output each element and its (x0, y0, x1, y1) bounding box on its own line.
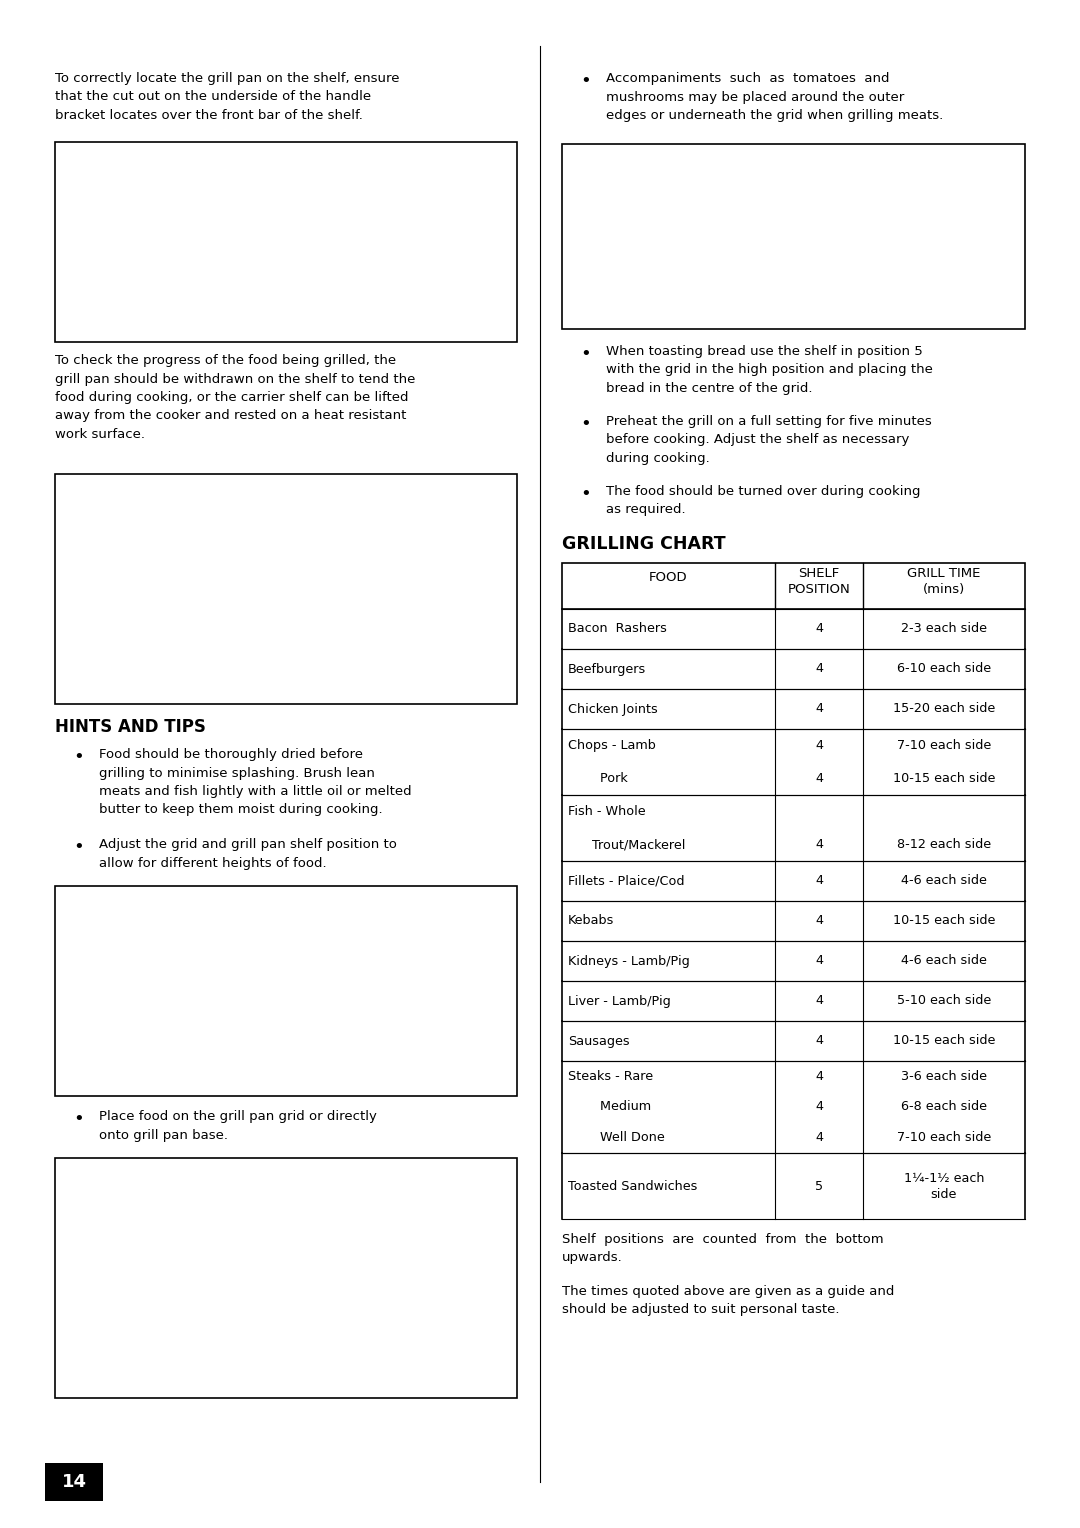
Bar (562, 562, 1025, 610)
Text: •: • (580, 345, 591, 364)
Text: •: • (73, 837, 84, 856)
Text: 4: 4 (815, 1131, 823, 1144)
Text: •: • (580, 484, 591, 503)
Text: 10-15 each side: 10-15 each side (893, 914, 995, 927)
Text: To correctly locate the grill pan on the shelf, ensure
that the cut out on the u: To correctly locate the grill pan on the… (55, 72, 400, 122)
Bar (55, 886, 517, 1096)
Bar (55, 142, 517, 342)
Text: To check the progress of the food being grilled, the
grill pan should be withdra: To check the progress of the food being … (55, 354, 416, 442)
Text: Steaks - Rare: Steaks - Rare (568, 1070, 653, 1083)
Text: 5: 5 (815, 1180, 823, 1192)
Text: •: • (73, 1109, 84, 1128)
Text: •: • (580, 72, 591, 90)
Text: 2-3 each side: 2-3 each side (901, 622, 987, 636)
Text: Trout/Mackerel: Trout/Mackerel (568, 837, 686, 851)
Text: 4-6 each side: 4-6 each side (901, 874, 987, 888)
Text: •: • (73, 749, 84, 766)
Bar (55, 1158, 517, 1398)
Text: 14: 14 (62, 1473, 86, 1491)
Text: 4: 4 (815, 874, 823, 888)
Text: 1¼-1½ each
side: 1¼-1½ each side (904, 1172, 984, 1201)
Bar (45, 1462, 103, 1500)
Text: 10-15 each side: 10-15 each side (893, 772, 995, 785)
Text: 4: 4 (815, 1100, 823, 1114)
Bar (55, 474, 517, 704)
Text: Shelf  positions  are  counted  from  the  bottom
upwards.: Shelf positions are counted from the bot… (562, 1233, 883, 1265)
Text: 3-6 each side: 3-6 each side (901, 1070, 987, 1083)
Text: Kebabs: Kebabs (568, 914, 615, 927)
Text: 4: 4 (815, 663, 823, 675)
Text: Kidneys - Lamb/Pig: Kidneys - Lamb/Pig (568, 955, 690, 967)
Text: 4: 4 (815, 1034, 823, 1048)
Text: 4: 4 (815, 772, 823, 785)
Text: 4: 4 (815, 955, 823, 967)
Text: SHELF
POSITION: SHELF POSITION (787, 567, 850, 596)
Text: Toasted Sandwiches: Toasted Sandwiches (568, 1180, 698, 1192)
Text: Sausages: Sausages (568, 1034, 630, 1048)
Text: 4: 4 (815, 837, 823, 851)
Text: Food should be thoroughly dried before
grilling to minimise splashing. Brush lea: Food should be thoroughly dried before g… (99, 749, 411, 816)
Text: Accompaniments  such  as  tomatoes  and
mushrooms may be placed around the outer: Accompaniments such as tomatoes and mush… (606, 72, 943, 122)
Text: Beefburgers: Beefburgers (568, 663, 646, 675)
Text: 6-8 each side: 6-8 each side (901, 1100, 987, 1114)
Text: Pork: Pork (568, 772, 627, 785)
Text: 8-12 each side: 8-12 each side (896, 837, 991, 851)
Text: 4: 4 (815, 622, 823, 636)
Text: Chicken Joints: Chicken Joints (568, 703, 658, 715)
Text: 6-10 each side: 6-10 each side (896, 663, 991, 675)
Text: 4: 4 (815, 995, 823, 1007)
Text: 7-10 each side: 7-10 each side (896, 1131, 991, 1144)
Text: Chops - Lamb: Chops - Lamb (568, 740, 656, 752)
Text: The food should be turned over during cooking
as required.: The food should be turned over during co… (606, 484, 920, 516)
Text: When toasting bread use the shelf in position 5
with the grid in the high positi: When toasting bread use the shelf in pos… (606, 345, 933, 396)
Text: Medium: Medium (568, 1100, 651, 1114)
Text: The times quoted above are given as a guide and
should be adjusted to suit perso: The times quoted above are given as a gu… (562, 1285, 894, 1317)
Text: Well Done: Well Done (568, 1131, 665, 1144)
Text: HINTS AND TIPS: HINTS AND TIPS (55, 718, 206, 736)
Text: 4: 4 (815, 1070, 823, 1083)
Text: •: • (580, 416, 591, 432)
Text: Fillets - Plaice/Cod: Fillets - Plaice/Cod (568, 874, 685, 888)
Text: Adjust the grid and grill pan shelf position to
allow for different heights of f: Adjust the grid and grill pan shelf posi… (99, 837, 396, 869)
Text: GRILL TIME
(mins): GRILL TIME (mins) (907, 567, 981, 596)
Text: Place food on the grill pan grid or directly
onto grill pan base.: Place food on the grill pan grid or dire… (99, 1109, 377, 1141)
Text: Fish - Whole: Fish - Whole (568, 805, 646, 817)
Text: 4: 4 (815, 914, 823, 927)
Text: GRILLING CHART: GRILLING CHART (562, 535, 726, 553)
Text: 5-10 each side: 5-10 each side (896, 995, 991, 1007)
Text: Liver - Lamb/Pig: Liver - Lamb/Pig (568, 995, 671, 1007)
Text: 4-6 each side: 4-6 each side (901, 955, 987, 967)
Text: Bacon  Rashers: Bacon Rashers (568, 622, 666, 636)
Text: 4: 4 (815, 740, 823, 752)
Text: 7-10 each side: 7-10 each side (896, 740, 991, 752)
Text: 4: 4 (815, 703, 823, 715)
Text: FOOD: FOOD (649, 571, 688, 584)
Text: 15-20 each side: 15-20 each side (893, 703, 995, 715)
Bar (562, 144, 1025, 329)
Text: 10-15 each side: 10-15 each side (893, 1034, 995, 1048)
Text: Preheat the grill on a full setting for five minutes
before cooking. Adjust the : Preheat the grill on a full setting for … (606, 416, 932, 465)
